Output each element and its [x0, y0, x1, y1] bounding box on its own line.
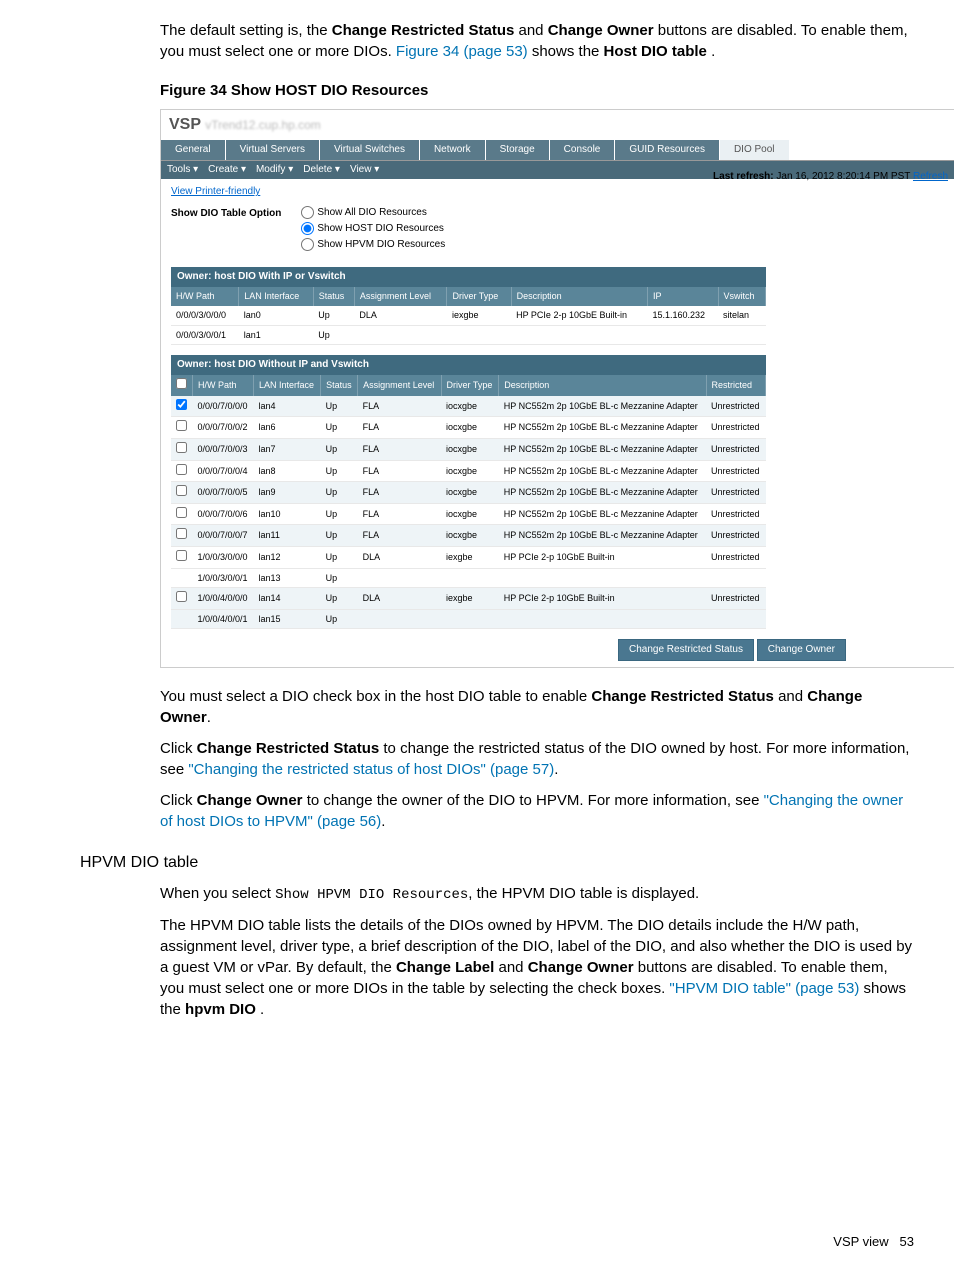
menu-item[interactable]: Modify ▾ — [256, 164, 293, 175]
dio-table-2: H/W PathLAN InterfaceStatusAssignment Le… — [171, 375, 766, 629]
table1-title: Owner: host DIO With IP or Vswitch — [171, 267, 766, 287]
col-header: Description — [499, 375, 706, 396]
col-header: LAN Interface — [254, 375, 321, 396]
menu-item[interactable]: Create ▾ — [208, 164, 246, 175]
change-owner-button[interactable]: Change Owner — [757, 639, 846, 661]
menu-item[interactable]: Delete ▾ — [303, 164, 340, 175]
radio-group: Show All DIO Resources Show HOST DIO Reso… — [301, 205, 445, 253]
row-checkbox[interactable] — [176, 485, 187, 496]
row-checkbox[interactable] — [176, 399, 187, 410]
link-hpvm-table[interactable]: "HPVM DIO table" (page 53) — [669, 980, 859, 997]
row-checkbox[interactable] — [176, 442, 187, 453]
col-header: Assignment Level — [358, 375, 441, 396]
refresh-link[interactable]: Refresh — [913, 171, 948, 182]
printer-friendly-link[interactable]: View Printer-friendly — [171, 186, 260, 197]
table-row: 0/0/0/7/0/0/2lan6UpFLAiocxgbeHP NC552m 2… — [171, 417, 766, 439]
table-row: 0/0/0/7/0/0/0lan4UpFLAiocxgbeHP NC552m 2… — [171, 396, 766, 417]
table-row: 1/0/0/3/0/0/1lan13Up — [171, 568, 766, 588]
link-restricted-status[interactable]: "Changing the restricted status of host … — [188, 761, 554, 778]
col-header: LAN Interface — [239, 287, 313, 306]
radio-input[interactable] — [301, 222, 314, 235]
tab-general[interactable]: General — [161, 140, 226, 160]
vsp-header: VSP vTrend12.cup.hp.com — [161, 110, 954, 140]
table-row: 0/0/0/7/0/0/5lan9UpFLAiocxgbeHP NC552m 2… — [171, 482, 766, 504]
col-header: IP — [647, 287, 718, 306]
last-refresh: Last refresh: Jan 16, 2012 8:20:14 PM PS… — [713, 170, 948, 184]
tab-console[interactable]: Console — [550, 140, 616, 160]
table-row: 0/0/0/7/0/0/3lan7UpFLAiocxgbeHP NC552m 2… — [171, 438, 766, 460]
tab-virtual-switches[interactable]: Virtual Switches — [320, 140, 420, 160]
tab-network[interactable]: Network — [420, 140, 486, 160]
intro-paragraph: The default setting is, the Change Restr… — [160, 20, 914, 62]
row-checkbox[interactable] — [176, 528, 187, 539]
row-checkbox[interactable] — [176, 591, 187, 602]
col-header: Driver Type — [447, 287, 511, 306]
col-header: Restricted — [706, 375, 765, 396]
table-row: 0/0/0/3/0/0/1lan1Up — [171, 325, 766, 345]
table-row: 0/0/0/7/0/0/4lan8UpFLAiocxgbeHP NC552m 2… — [171, 460, 766, 482]
post-para-2: Click Change Restricted Status to change… — [160, 738, 914, 780]
tab-dio-pool[interactable]: DIO Pool — [720, 140, 790, 160]
tab-guid-resources[interactable]: GUID Resources — [615, 140, 720, 160]
radio-option[interactable]: Show HPVM DIO Resources — [301, 239, 445, 250]
table-row: 1/0/0/4/0/0/1lan15Up — [171, 609, 766, 629]
table-row: 0/0/0/7/0/0/7lan11UpFLAiocxgbeHP NC552m … — [171, 525, 766, 547]
tab-storage[interactable]: Storage — [486, 140, 550, 160]
table-row: 0/0/0/3/0/0/0lan0UpDLAiexgbeHP PCIe 2-p … — [171, 306, 766, 325]
menu-item[interactable]: View ▾ — [350, 164, 379, 175]
tab-virtual-servers[interactable]: Virtual Servers — [226, 140, 320, 160]
col-header: Vswitch — [718, 287, 765, 306]
col-header: Assignment Level — [354, 287, 447, 306]
post-para-3: Click Change Owner to change the owner o… — [160, 790, 914, 832]
radio-input[interactable] — [301, 238, 314, 251]
col-header — [171, 375, 193, 396]
col-header: H/W Path — [171, 287, 239, 306]
col-header: Description — [511, 287, 647, 306]
dio-option-label: Show DIO Table Option — [171, 205, 281, 221]
section-header: HPVM DIO table — [80, 852, 914, 874]
col-header: Driver Type — [441, 375, 499, 396]
hpvm-para-1: When you select Show HPVM DIO Resources,… — [160, 883, 914, 906]
hpvm-para-2: The HPVM DIO table lists the details of … — [160, 915, 914, 1020]
dio-table-1: H/W PathLAN InterfaceStatusAssignment Le… — [171, 287, 766, 345]
row-checkbox[interactable] — [176, 420, 187, 431]
figure-caption: Figure 34 Show HOST DIO Resources — [160, 80, 914, 101]
radio-option[interactable]: Show HOST DIO Resources — [301, 223, 444, 234]
radio-option[interactable]: Show All DIO Resources — [301, 207, 427, 218]
col-header: H/W Path — [193, 375, 254, 396]
change-restricted-button[interactable]: Change Restricted Status — [618, 639, 754, 661]
row-checkbox[interactable] — [176, 464, 187, 475]
figure-link[interactable]: Figure 34 (page 53) — [396, 43, 528, 60]
screenshot-container: VSP vTrend12.cup.hp.com GeneralVirtual S… — [160, 109, 954, 668]
table-row: 1/0/0/3/0/0/0lan12UpDLAiexgbeHP PCIe 2-p… — [171, 546, 766, 568]
tab-bar: GeneralVirtual ServersVirtual SwitchesNe… — [161, 140, 954, 161]
row-checkbox[interactable] — [176, 550, 187, 561]
menu-item[interactable]: Tools ▾ — [167, 164, 198, 175]
row-checkbox[interactable] — [176, 507, 187, 518]
col-header: Status — [313, 287, 354, 306]
radio-input[interactable] — [301, 206, 314, 219]
col-header: Status — [321, 375, 358, 396]
select-all-checkbox[interactable] — [176, 378, 187, 389]
table2-title: Owner: host DIO Without IP and Vswitch — [171, 355, 766, 375]
table-row: 0/0/0/7/0/0/6lan10UpFLAiocxgbeHP NC552m … — [171, 503, 766, 525]
page-footer: VSP view 53 — [833, 1233, 914, 1251]
table-row: 1/0/0/4/0/0/0lan14UpDLAiexgbeHP PCIe 2-p… — [171, 588, 766, 610]
post-para-1: You must select a DIO check box in the h… — [160, 686, 914, 728]
